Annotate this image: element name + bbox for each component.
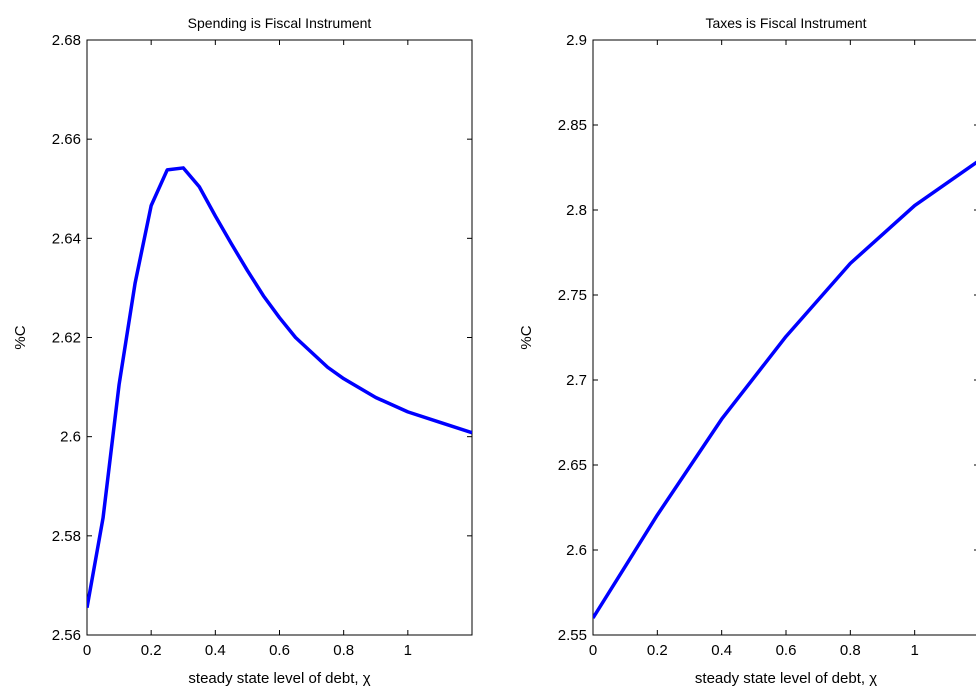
x-tick-label: 1 — [910, 642, 918, 659]
x-tick-label: 0.4 — [205, 642, 226, 659]
y-tick-label: 2.58 — [52, 528, 81, 545]
x-tick-label: 0 — [589, 642, 597, 659]
subplot: Spending is Fiscal Instrument steady stat… — [12, 15, 473, 687]
y-tick-label: 2.9 — [566, 32, 587, 49]
x-axis-label: steady state level of debt, χ — [188, 670, 370, 687]
y-tick-label: 2.6 — [60, 429, 81, 446]
y-axis-label: %C — [518, 325, 535, 349]
y-tick-label: 2.55 — [558, 627, 587, 644]
line-series — [87, 166, 472, 609]
y-tick-label: 2.8 — [566, 202, 587, 219]
x-tick-label: 0.6 — [269, 642, 290, 659]
x-tick-label: 0.8 — [840, 642, 861, 659]
y-tick-label: 2.6 — [566, 542, 587, 559]
x-tick-label: 0.4 — [711, 642, 732, 659]
chart-title: Taxes is Fiscal Instrument — [705, 15, 866, 31]
x-axis-label: steady state level of debt, χ — [695, 670, 877, 687]
x-tick-label: 0.2 — [141, 642, 162, 659]
y-tick-label: 2.85 — [558, 117, 587, 134]
y-tick-label: 2.68 — [52, 32, 81, 49]
x-tick-label: 1 — [404, 642, 412, 659]
subplot: Taxes is Fiscal Instrument steady state l… — [518, 15, 976, 687]
y-tick-label: 2.64 — [52, 230, 81, 247]
axes-box — [86, 39, 473, 636]
y-axis-label: %C — [12, 325, 29, 349]
line-series — [593, 160, 976, 619]
chart-title: Spending is Fiscal Instrument — [188, 15, 372, 31]
x-tick-label: 0.8 — [333, 642, 354, 659]
y-tick-label: 2.7 — [566, 372, 587, 389]
y-tick-label: 2.65 — [558, 457, 587, 474]
y-tick-label: 2.75 — [558, 287, 587, 304]
x-tick-label: 0.6 — [776, 642, 797, 659]
y-tick-label: 2.66 — [52, 131, 81, 148]
x-tick-label: 0 — [83, 642, 91, 659]
y-tick-label: 2.56 — [52, 627, 81, 644]
y-tick-label: 2.62 — [52, 330, 81, 347]
x-tick-label: 0.2 — [647, 642, 668, 659]
